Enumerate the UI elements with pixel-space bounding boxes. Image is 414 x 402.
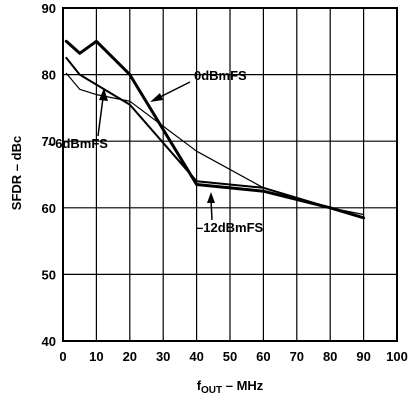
annotation-0dbmfs: 0dBmFS [194, 68, 247, 83]
x-tick-label: 90 [356, 349, 370, 364]
y-tick-label: 70 [42, 134, 56, 149]
y-tick-label: 50 [42, 267, 56, 282]
x-tick-label: 60 [256, 349, 270, 364]
series-line-2 [65, 72, 365, 216]
x-tick-label: 20 [123, 349, 137, 364]
annotation-0dbmfs-arrowhead [150, 93, 163, 102]
y-tick-label: 60 [42, 201, 56, 216]
x-axis-label: fOUT – MHz [197, 378, 264, 396]
plot-frame [62, 7, 398, 342]
annotation-6dbmfs: –6dBmFS [48, 136, 108, 151]
annotation-0dbmfs-arrow [157, 81, 191, 99]
annotation-6dbmfs-arrowhead [99, 88, 108, 101]
y-axis-label: SFDR – dBc [9, 136, 24, 210]
x-axis-label-main: f [197, 378, 202, 393]
series-lines [64, 39, 366, 220]
x-axis-label-sub: OUT [201, 385, 222, 396]
y-tick-label: 40 [42, 334, 56, 349]
y-tick-labels: 40 50 60 70 80 90 [42, 1, 56, 349]
x-tick-label: 0 [59, 349, 66, 364]
x-tick-label: 40 [189, 349, 203, 364]
annotation-12dbmfs-arrow [210, 199, 213, 221]
x-tick-label: 70 [290, 349, 304, 364]
x-tick-label: 30 [156, 349, 170, 364]
x-tick-label: 50 [223, 349, 237, 364]
x-tick-label: 10 [89, 349, 103, 364]
x-tick-labels: 0 10 20 30 40 50 60 70 80 90 100 [59, 349, 407, 364]
y-tick-label: 80 [42, 68, 56, 83]
annotation-12dbmfs: –12dBmFS [196, 220, 264, 235]
x-tick-label: 100 [386, 349, 408, 364]
annotation-12dbmfs-arrowhead [207, 192, 215, 203]
annotation-6dbmfs-arrow [97, 97, 104, 137]
x-axis-label-rest: – MHz [222, 378, 264, 393]
x-tick-label: 80 [323, 349, 337, 364]
y-tick-label: 90 [42, 1, 56, 16]
